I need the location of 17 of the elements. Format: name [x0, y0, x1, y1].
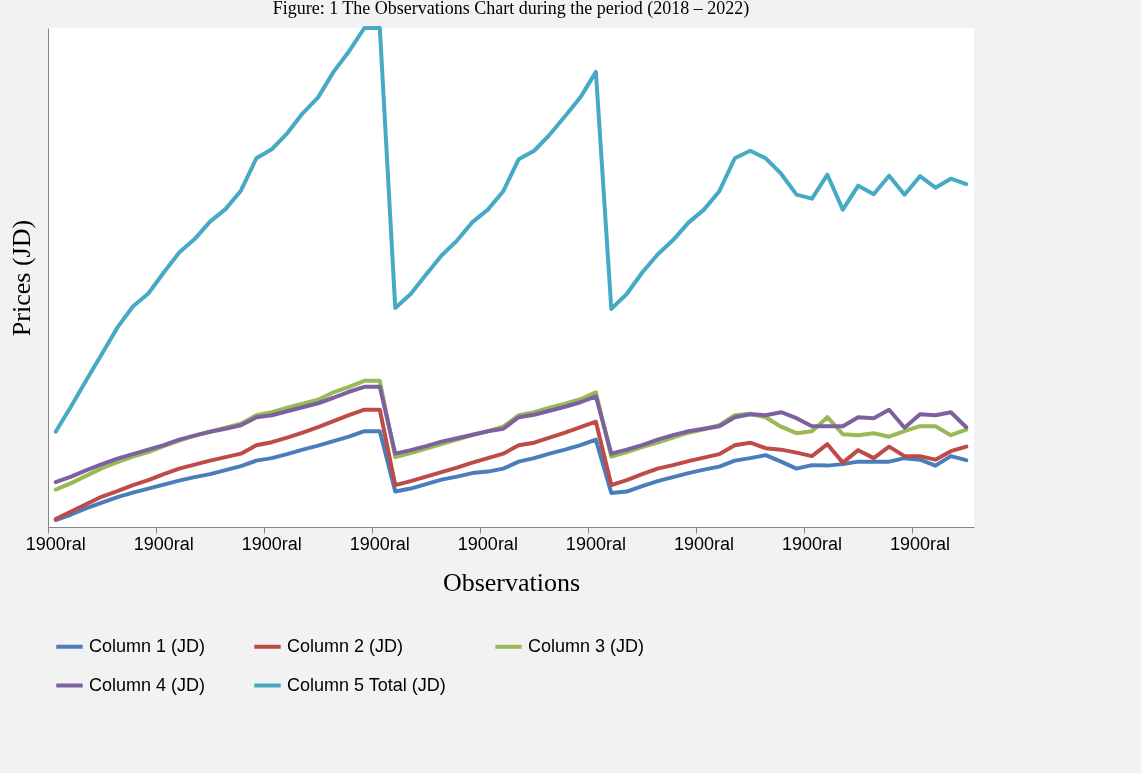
legend-label: Column 1 (JD): [89, 635, 206, 656]
x-tick-label: 1900ral: [889, 533, 951, 554]
legend-label: Column 2 (JD): [287, 635, 404, 656]
legend-label: Column 3 (JD): [528, 635, 645, 656]
chart-title: Figure: 1 The Observations Chart during the period (2018 – 2022): [272, 0, 750, 19]
y-axis-title: Prices (JD): [6, 219, 36, 337]
x-tick-label: 1900ral: [781, 533, 842, 554]
legend-label: Column 5 Total (JD): [287, 674, 446, 695]
x-tick-label: 1900ral: [241, 533, 302, 554]
x-tick-label: 1900ral: [349, 533, 410, 554]
x-tick-label: 1900ral: [25, 533, 86, 554]
x-tick-label: 1900ral: [133, 533, 194, 554]
x-tick-label: 1900ral: [565, 533, 626, 554]
x-tick-label: 1900ral: [673, 533, 734, 554]
legend-label: Column 4 (JD): [89, 674, 206, 695]
x-axis-title: Observations: [442, 567, 581, 597]
x-tick-label: 1900ral: [457, 533, 518, 554]
